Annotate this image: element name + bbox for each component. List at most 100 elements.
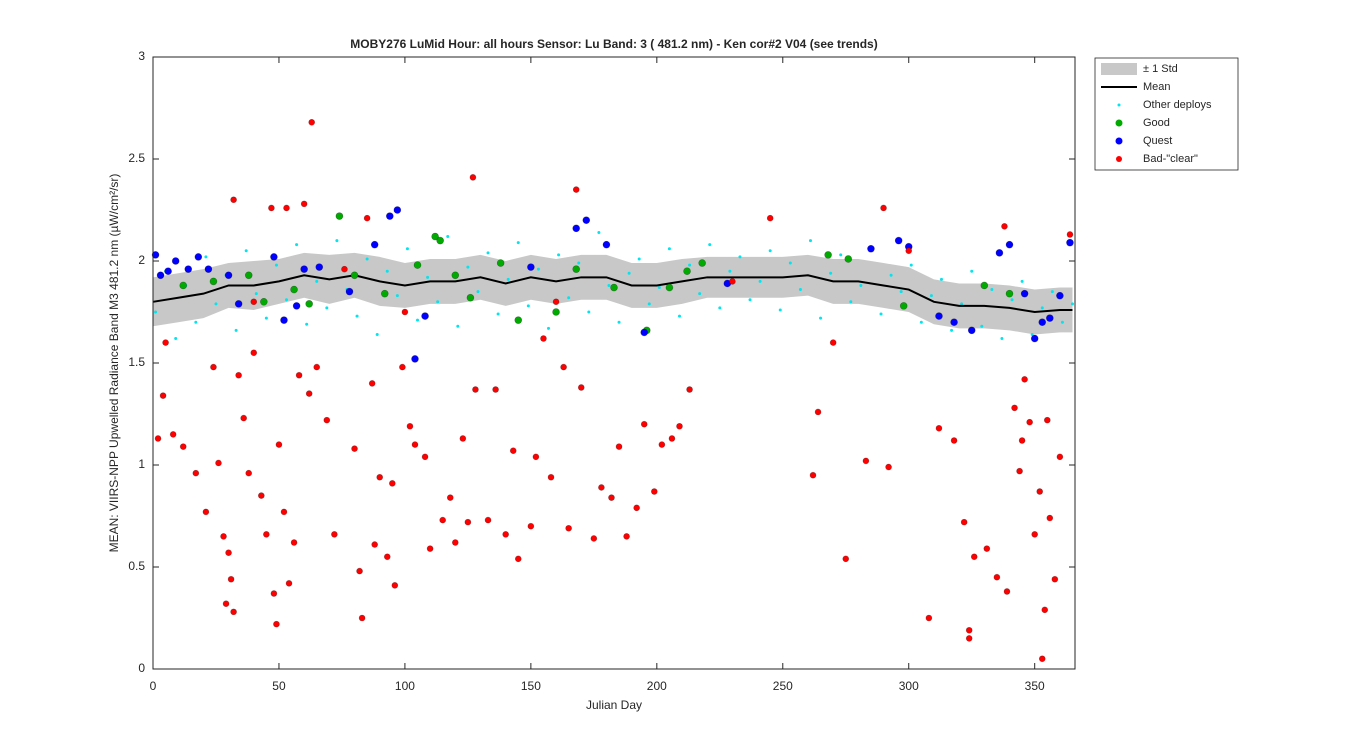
point <box>496 312 500 316</box>
point <box>889 273 893 277</box>
point <box>295 371 303 379</box>
point <box>514 555 522 563</box>
point <box>209 277 218 286</box>
point <box>421 312 429 320</box>
point <box>451 271 460 280</box>
point <box>411 355 419 363</box>
y-tick-label: 1.5 <box>128 355 145 369</box>
point <box>245 469 253 477</box>
point <box>439 516 446 524</box>
point <box>459 435 467 442</box>
point <box>1010 298 1014 302</box>
point <box>668 435 676 442</box>
point <box>389 480 396 487</box>
point <box>290 285 298 294</box>
point <box>1046 514 1054 522</box>
point <box>844 255 853 263</box>
legend: ± 1 Std Mean Other deploys Good Quest Bad-"cl… <box>1094 57 1239 171</box>
point <box>983 545 991 552</box>
point <box>819 316 823 320</box>
point <box>305 390 313 397</box>
point <box>766 214 774 222</box>
point <box>950 318 958 327</box>
point <box>839 253 843 257</box>
point <box>371 541 378 548</box>
point <box>980 281 989 290</box>
point <box>300 200 308 208</box>
point <box>738 255 742 259</box>
point <box>380 289 389 298</box>
point <box>950 437 958 444</box>
point <box>451 539 459 546</box>
point <box>492 386 499 393</box>
point <box>214 302 218 306</box>
point <box>305 300 313 308</box>
point <box>350 271 359 280</box>
point <box>365 257 369 261</box>
point <box>234 300 243 308</box>
point <box>859 283 863 287</box>
point <box>536 267 540 271</box>
point <box>280 316 288 324</box>
point <box>192 469 200 477</box>
point <box>230 608 237 616</box>
point <box>290 539 298 546</box>
point <box>295 243 299 247</box>
point <box>607 283 611 287</box>
point <box>1051 575 1059 583</box>
point <box>909 263 913 267</box>
x-axis-label: Julian Day <box>586 698 642 712</box>
marks <box>151 118 1074 663</box>
point <box>608 494 615 501</box>
point <box>610 283 618 292</box>
point <box>676 422 683 430</box>
point <box>315 279 319 283</box>
point <box>1001 223 1008 230</box>
point <box>598 484 605 491</box>
x-tick-label: 150 <box>521 679 541 693</box>
point <box>225 549 232 557</box>
point <box>393 206 402 214</box>
point <box>194 253 203 261</box>
point <box>829 271 833 275</box>
point <box>179 443 187 450</box>
point <box>1043 416 1051 424</box>
point <box>315 263 324 271</box>
point <box>925 614 933 622</box>
point <box>421 453 429 461</box>
point <box>640 328 649 337</box>
point <box>1070 302 1074 306</box>
point <box>280 508 288 516</box>
point <box>358 614 366 622</box>
point <box>1016 467 1023 475</box>
point <box>990 288 994 292</box>
point <box>540 335 547 342</box>
point <box>572 265 581 273</box>
point <box>270 590 278 597</box>
point <box>436 300 440 304</box>
point <box>215 459 222 467</box>
point <box>244 249 248 253</box>
point <box>469 174 477 181</box>
legend-swatch <box>1115 137 1123 145</box>
point <box>250 349 258 357</box>
point <box>1005 240 1014 249</box>
point <box>355 314 359 318</box>
point <box>849 300 853 304</box>
point <box>970 553 978 561</box>
point <box>698 259 706 267</box>
point <box>1036 488 1044 495</box>
point <box>514 316 523 324</box>
point <box>224 271 233 280</box>
point <box>179 281 188 290</box>
point <box>677 314 681 318</box>
point <box>151 251 160 259</box>
point <box>305 322 309 326</box>
legend-swatch <box>1101 63 1137 75</box>
point <box>285 298 289 302</box>
point <box>651 488 658 495</box>
point <box>758 279 762 283</box>
point <box>345 287 354 296</box>
point <box>1011 404 1018 412</box>
point <box>919 320 923 324</box>
